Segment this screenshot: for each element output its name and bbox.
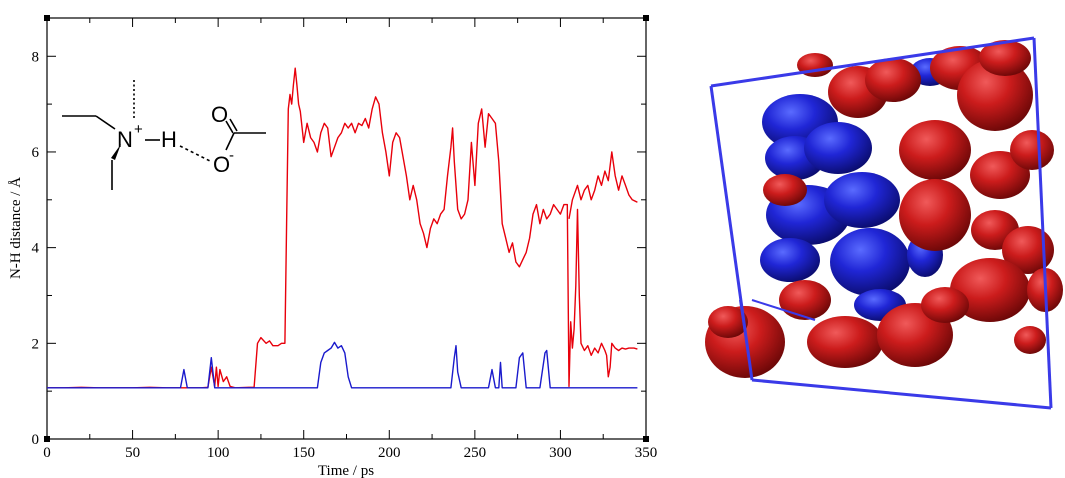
x-tick-label: 200 bbox=[378, 445, 401, 461]
series-line-2 bbox=[568, 151, 638, 220]
atom-o-carbonyl: O bbox=[211, 102, 228, 127]
x-tick-label: 300 bbox=[549, 445, 572, 461]
blue-cluster bbox=[760, 58, 950, 321]
x-tick-label: 250 bbox=[464, 445, 487, 461]
x-tick-labels: 0 50 100 150 200 250 300 350 bbox=[43, 445, 657, 461]
y-tick-label: 4 bbox=[32, 241, 40, 257]
red-cluster bbox=[705, 40, 1063, 378]
charge-o: - bbox=[229, 147, 234, 164]
y-axis-label: N-H distance / Å bbox=[8, 177, 24, 279]
plot-frame bbox=[46, 17, 647, 440]
ethyl-wedge-bond bbox=[111, 144, 121, 160]
x-axis-label: Time / ps bbox=[318, 463, 374, 478]
simulation-box-rendering bbox=[705, 36, 1063, 410]
co-double-bond-a bbox=[225, 120, 234, 134]
x-tick-label: 0 bbox=[43, 445, 51, 461]
series-layer bbox=[47, 67, 638, 389]
co-double-bond-b bbox=[229, 118, 238, 132]
x-tick-label: 100 bbox=[207, 445, 230, 461]
hydrogen-bond-dashed bbox=[179, 145, 213, 163]
ethyl-bond-1b bbox=[95, 115, 116, 130]
simulation-box-edges bbox=[709, 36, 1053, 410]
ion-pair-structure: N + H O O - bbox=[62, 80, 266, 190]
x-tick-label: 350 bbox=[635, 445, 658, 461]
axis-ticks bbox=[46, 18, 647, 440]
atom-n: N bbox=[117, 127, 133, 152]
charge-n: + bbox=[134, 121, 143, 138]
co-single-bond bbox=[225, 132, 235, 151]
y-tick-label: 8 bbox=[32, 49, 40, 65]
atom-o-anion: O bbox=[213, 152, 230, 177]
x-tick-label: 50 bbox=[125, 445, 140, 461]
atom-h: H bbox=[161, 127, 177, 152]
x-tick-label: 150 bbox=[292, 445, 315, 461]
y-tick-label: 2 bbox=[32, 336, 40, 352]
series-line-3 bbox=[47, 341, 638, 389]
y-tick-label: 6 bbox=[32, 145, 40, 161]
series-line-1 bbox=[47, 67, 638, 389]
y-tick-labels: 0 2 4 6 8 bbox=[32, 49, 40, 448]
y-tick-label: 0 bbox=[32, 432, 40, 448]
